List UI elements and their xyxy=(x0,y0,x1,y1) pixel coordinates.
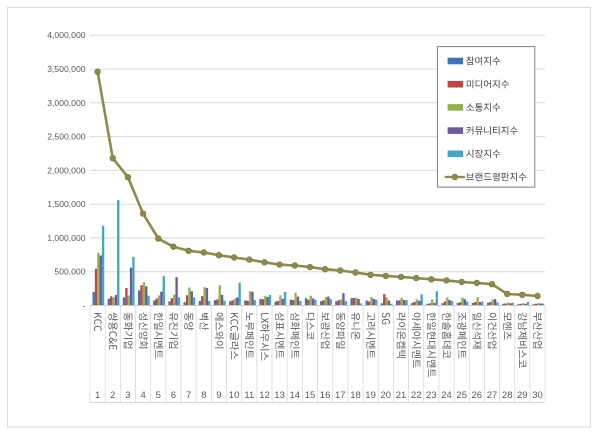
svg-text:13: 13 xyxy=(274,390,285,401)
svg-text:30: 30 xyxy=(532,390,543,401)
svg-text:10: 10 xyxy=(229,390,240,401)
svg-text:11: 11 xyxy=(244,390,254,401)
svg-text:26: 26 xyxy=(472,390,483,401)
svg-text:27: 27 xyxy=(487,390,498,401)
svg-text:14: 14 xyxy=(290,390,301,401)
svg-text:8: 8 xyxy=(201,390,206,401)
svg-text:4,000,000: 4,000,000 xyxy=(47,30,85,40)
svg-text:20: 20 xyxy=(381,390,392,401)
svg-text:5: 5 xyxy=(156,390,161,401)
svg-text:1: 1 xyxy=(95,390,100,401)
svg-text:500,000: 500,000 xyxy=(54,267,85,277)
svg-text:28: 28 xyxy=(502,390,513,401)
svg-text:21: 21 xyxy=(396,390,407,401)
svg-text:2: 2 xyxy=(110,390,115,401)
svg-text:7: 7 xyxy=(186,390,191,401)
svg-text:18: 18 xyxy=(350,390,361,401)
svg-text:1,000,000: 1,000,000 xyxy=(47,233,85,243)
svg-text:19: 19 xyxy=(365,390,376,401)
svg-text:-: - xyxy=(83,300,86,310)
svg-text:15: 15 xyxy=(305,390,316,401)
svg-text:9: 9 xyxy=(216,390,221,401)
svg-text:17: 17 xyxy=(335,390,346,401)
svg-text:25: 25 xyxy=(456,390,467,401)
svg-text:16: 16 xyxy=(320,390,331,401)
svg-text:2,000,000: 2,000,000 xyxy=(47,165,85,175)
svg-text:2,500,000: 2,500,000 xyxy=(47,132,85,142)
svg-text:3,500,000: 3,500,000 xyxy=(47,64,85,74)
svg-text:4: 4 xyxy=(140,390,145,401)
svg-text:24: 24 xyxy=(441,390,452,401)
svg-text:23: 23 xyxy=(426,390,437,401)
svg-text:22: 22 xyxy=(411,390,422,401)
svg-text:1,500,000: 1,500,000 xyxy=(47,199,85,209)
svg-text:6: 6 xyxy=(171,390,176,401)
svg-text:3: 3 xyxy=(125,390,130,401)
svg-text:12: 12 xyxy=(259,390,270,401)
svg-text:3,000,000: 3,000,000 xyxy=(47,98,85,108)
svg-text:29: 29 xyxy=(517,390,528,401)
